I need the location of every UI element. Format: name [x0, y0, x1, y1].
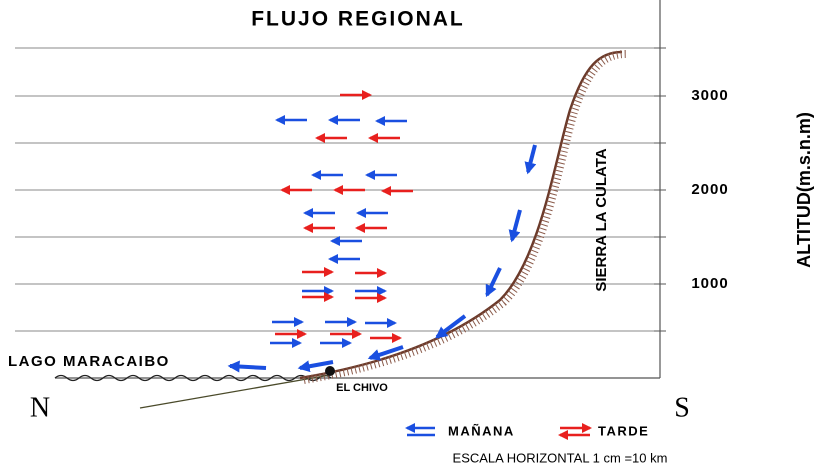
north-label: N — [30, 392, 50, 423]
downslope-arrow — [487, 268, 500, 295]
tick-label: 1000 — [691, 275, 728, 292]
diagram: FLUJO REGIONAL ALTITUD(m.s.n.m) 3000 200… — [0, 0, 814, 469]
south-label: S — [674, 392, 690, 423]
scale-note: ESCALA HORIZONTAL 1 cm =10 km — [453, 450, 668, 465]
legend-label: TARDE — [598, 423, 649, 438]
legend: MAÑANA TARDE — [407, 423, 649, 438]
title: FLUJO REGIONAL — [251, 8, 465, 31]
tick-label: 2000 — [691, 181, 728, 198]
lake-label: LAGO MARACAIBO — [8, 353, 170, 370]
downslope-arrow — [230, 366, 266, 368]
mountain-label: SIERRA LA CULATA — [593, 148, 610, 291]
flow-arrows — [230, 95, 535, 368]
axis-label: ALTITUD(m.s.n.m) — [794, 112, 814, 268]
mountain-profile — [300, 52, 622, 378]
tick-label: 3000 — [691, 87, 728, 104]
legend-label: MAÑANA — [448, 423, 515, 438]
town-marker — [325, 366, 335, 376]
downslope-arrow — [512, 210, 520, 240]
downslope-arrow — [370, 347, 403, 358]
town-label: EL CHIVO — [336, 382, 388, 394]
downslope-arrow — [528, 145, 535, 172]
